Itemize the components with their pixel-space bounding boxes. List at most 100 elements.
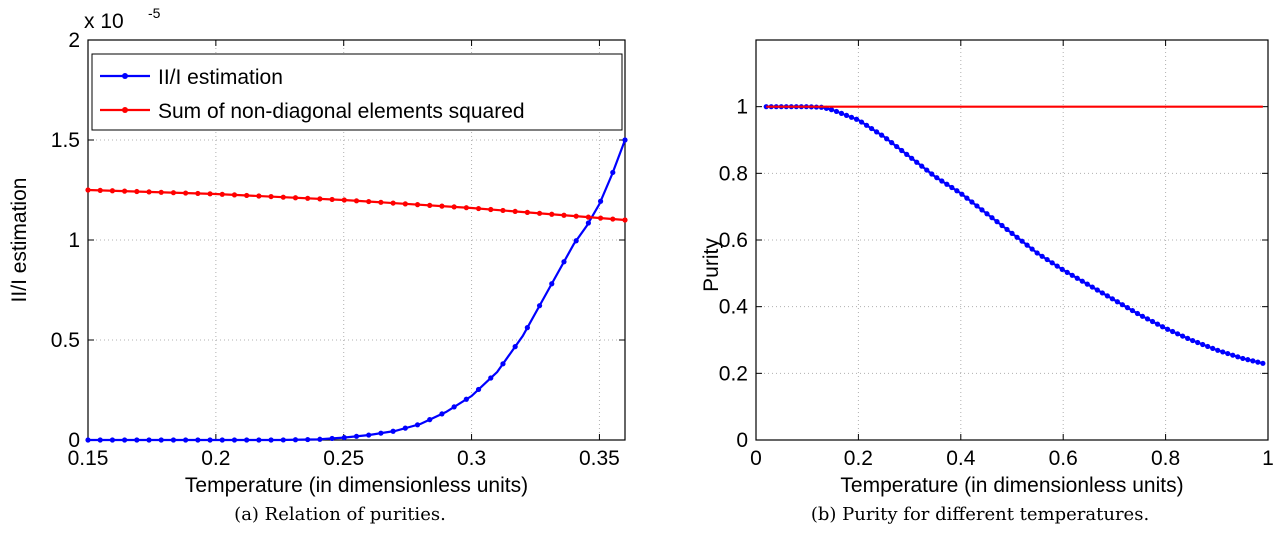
data-point (1064, 269, 1070, 275)
x-tick-label: 0.6 (1049, 447, 1078, 470)
data-point (305, 195, 311, 201)
data-point (170, 437, 177, 443)
legend-swatch-marker (122, 107, 128, 113)
data-point (158, 437, 164, 443)
data-point (1169, 328, 1176, 335)
data-point (889, 140, 895, 146)
data-point (969, 199, 975, 205)
caption-a: (a) Relation of purities. (234, 504, 446, 525)
data-point (305, 436, 311, 443)
y-tick-label: 0.4 (719, 296, 749, 319)
data-point (1089, 284, 1095, 290)
data-point (231, 437, 238, 443)
data-point (524, 325, 530, 331)
data-point (622, 217, 628, 223)
data-point (1250, 358, 1256, 364)
y-tick-label: 0.5 (51, 329, 80, 352)
x-tick-label: 0.2 (844, 447, 873, 470)
data-point (183, 437, 189, 443)
data-point (1180, 333, 1186, 339)
data-point (1149, 318, 1156, 325)
data-point (378, 199, 384, 205)
legend: II/I estimation Sum of non-diagonal eleme… (91, 53, 623, 131)
data-point (524, 209, 530, 215)
data-point (1034, 250, 1040, 256)
data-point (561, 212, 567, 218)
legend-entry: Sum of non-diagonal elements squared (158, 100, 525, 123)
y-tick-label: 0 (736, 429, 748, 452)
data-point (1004, 226, 1010, 233)
data-point (954, 188, 960, 194)
data-point (944, 181, 950, 187)
data-point (914, 159, 920, 165)
data-point (317, 436, 323, 442)
y-tick-label: 0.2 (719, 362, 748, 385)
data-point (512, 208, 518, 215)
data-point (1124, 305, 1131, 311)
data-point (85, 437, 91, 443)
data-point (500, 361, 506, 367)
data-point (959, 191, 965, 197)
data-point (268, 193, 274, 200)
series-line (87, 188, 626, 222)
legend-swatch-marker (122, 73, 128, 79)
data-point (899, 147, 905, 154)
y-axis-label: Purity (700, 238, 723, 292)
data-point (280, 437, 286, 443)
x-tick-label: 1 (1262, 447, 1274, 470)
y-tick-label: 0 (68, 429, 80, 452)
series-1 (85, 187, 628, 223)
data-point (1200, 341, 1206, 348)
data-point (268, 437, 274, 443)
data-point (622, 137, 628, 143)
data-point (984, 211, 990, 217)
data-point (329, 435, 335, 442)
data-point (1069, 272, 1075, 278)
data-point (341, 434, 347, 441)
data-point (949, 184, 955, 191)
data-point (170, 190, 177, 196)
data-point (195, 190, 201, 197)
data-point (475, 386, 482, 393)
data-point (244, 192, 250, 199)
data-point (1185, 335, 1191, 341)
y-tick-label: 0.6 (719, 229, 748, 252)
data-point (874, 129, 880, 135)
data-point (549, 211, 555, 217)
data-point (1074, 275, 1080, 281)
legend-entry: II/I estimation (158, 66, 283, 89)
series-0 (85, 137, 628, 443)
data-point (280, 194, 286, 200)
data-point (1235, 354, 1241, 360)
data-point (1139, 313, 1146, 319)
data-point (999, 222, 1005, 229)
data-point (183, 190, 189, 196)
data-point (610, 169, 616, 176)
data-point (1230, 352, 1236, 358)
data-point (848, 114, 855, 120)
data-point (1059, 266, 1065, 272)
legend-box (91, 53, 623, 131)
data-point (353, 198, 360, 204)
data-point (231, 192, 238, 198)
chart-b: 0 0.2 0.4 0.6 0.8 1 0 0.2 0.4 0.6 0.8 1 Temperature … (700, 39, 1274, 497)
data-point (1134, 310, 1141, 317)
data-point (439, 411, 445, 417)
data-point (146, 189, 152, 195)
data-point (838, 110, 845, 116)
data-point (85, 187, 91, 193)
data-point (1174, 331, 1181, 337)
data-point (1119, 302, 1126, 308)
data-point (549, 281, 555, 287)
data-point (536, 210, 543, 216)
data-point (256, 193, 262, 199)
data-point (329, 196, 335, 203)
data-point (500, 207, 506, 214)
x-tick-label: 0.4 (946, 447, 976, 470)
series-0 (763, 104, 1266, 366)
x-tick-label: 0.15 (68, 447, 109, 470)
data-point (1205, 343, 1211, 350)
x-tick-label: 0.25 (323, 447, 364, 470)
data-point (1129, 307, 1136, 314)
